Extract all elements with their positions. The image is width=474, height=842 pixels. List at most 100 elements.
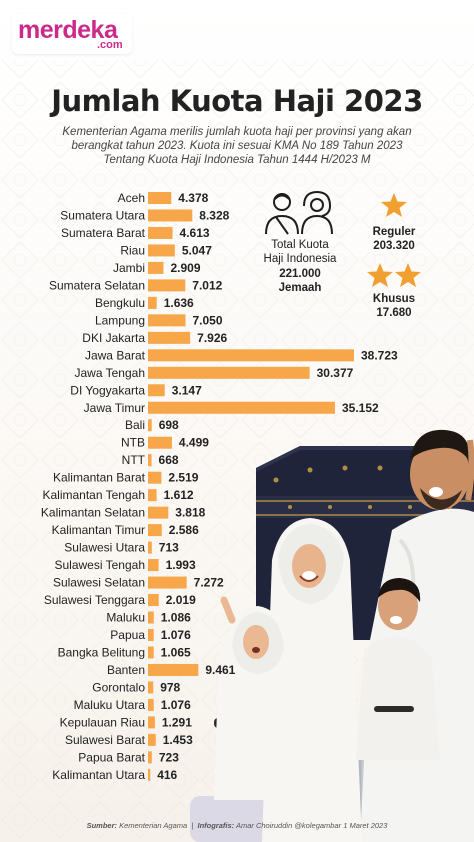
category-label-ntb: NTB [121, 436, 145, 450]
khusus-label: Khusus [372, 293, 416, 305]
category-label-sumatera-selatan: Sumatera Selatan [49, 278, 145, 292]
infografis-text: Amar Choiruddin @kolegambar 1 Maret 2023 [234, 821, 388, 830]
logo-domain: .com [97, 39, 123, 51]
bar-sumatera-utara [148, 209, 193, 222]
category-label-papua-barat: Papua Barat [78, 750, 145, 764]
infografis-label: Infografis: [197, 821, 235, 830]
value-label-banten: 9.461 [205, 663, 235, 677]
bar-papua-barat [148, 751, 152, 764]
value-label-maluku-utara: 1.076 [161, 698, 191, 712]
reguler-quota: Reguler 203.320 [350, 225, 438, 253]
reguler-value: 203.320 [373, 240, 415, 252]
bar-kepulauan-riau [148, 716, 155, 729]
khusus-value: 17.680 [376, 307, 412, 319]
total-value: 221.000 [279, 268, 321, 280]
bar-jawa-barat [148, 349, 354, 362]
value-label-sulawesi-barat: 1.453 [163, 733, 193, 747]
bar-aceh [148, 192, 172, 204]
bar-sulawesi-tenggara [148, 594, 159, 607]
total-quota: Total Kuota Haji Indonesia 221.000 Jemaa… [240, 238, 360, 295]
category-label-sumatera-barat: Sumatera Barat [61, 226, 146, 240]
bar-di-yogyakarta [148, 384, 165, 397]
category-label-ntt: NTT [122, 453, 146, 467]
category-label-jawa-tengah: Jawa Tengah [75, 366, 146, 380]
value-label-lampung: 7.050 [193, 313, 223, 327]
value-label-dki-jakarta: 7.926 [197, 331, 227, 345]
category-label-maluku-utara: Maluku Utara [74, 698, 146, 712]
bar-sumatera-barat [148, 226, 173, 239]
subtitle-line-1: Kementerian Agama merilis jumlah kuota h… [62, 126, 412, 138]
category-label-kalimantan-tengah: Kalimantan Tengah [42, 488, 145, 502]
page-title: Jumlah Kuota Haji 2023 [51, 84, 423, 118]
value-label-ntb: 4.499 [179, 436, 209, 450]
boy-figure [356, 578, 440, 760]
value-label-jawa-timur: 35.152 [342, 401, 379, 415]
value-label-jawa-barat: 38.723 [361, 348, 398, 362]
source-text: Kementerian Agama [117, 821, 188, 830]
category-label-papua: Papua [110, 628, 145, 642]
category-label-kepulauan-riau: Kepulauan Riau [60, 715, 145, 729]
girl-figure [214, 596, 300, 800]
category-label-jawa-timur: Jawa Timur [84, 401, 145, 415]
subtitle-line-3: Tentang Kuota Haji Indonesia Tahun 1444 … [103, 154, 371, 166]
bar-riau [148, 244, 175, 257]
category-label-kalimantan-utara: Kalimantan Utara [52, 768, 145, 782]
category-label-bali: Bali [125, 418, 145, 432]
value-label-kepulauan-riau: 1.291 [162, 715, 192, 729]
value-label-di-yogyakarta: 3.147 [172, 383, 202, 397]
category-label-kalimantan-timur: Kalimantan Timur [52, 523, 145, 537]
value-label-papua-barat: 723 [159, 750, 179, 764]
female-pilgrim-icon [301, 190, 333, 235]
bar-kalimantan-utara [148, 768, 151, 781]
male-pilgrim-icon [265, 193, 299, 235]
bar-banten [148, 663, 199, 676]
category-label-sulawesi-barat: Sulawesi Barat [65, 733, 146, 747]
value-label-sumatera-utara: 8.328 [199, 208, 229, 222]
bar-sulawesi-selatan [148, 576, 187, 589]
merdeka-logo[interactable]: merdeka .com [12, 14, 132, 54]
value-label-gorontalo: 978 [160, 680, 180, 694]
category-label-riau: Riau [120, 243, 145, 257]
bar-jawa-timur [148, 401, 336, 414]
category-label-dki-jakarta: DKI Jakarta [82, 331, 145, 345]
category-label-sulawesi-tenggara: Sulawesi Tenggara [44, 593, 146, 607]
bar-jawa-tengah [148, 366, 310, 379]
bar-sulawesi-barat [148, 733, 156, 746]
bar-papua [148, 629, 154, 641]
bar-gorontalo [148, 681, 154, 694]
bar-kalimantan-tengah [148, 489, 157, 502]
reguler-label: Reguler [372, 226, 416, 238]
subtitle-line-2: berangkat tahun 2023. Kuota ini sesuai K… [71, 140, 403, 152]
value-label-bengkulu: 1.636 [164, 296, 194, 310]
total-label-line-2: Haji Indonesia [263, 253, 337, 265]
value-label-aceh: 4.378 [178, 191, 208, 205]
value-label-sulawesi-tenggara: 2.019 [166, 593, 196, 607]
bar-bengkulu [148, 296, 157, 309]
value-label-sulawesi-selatan: 7.272 [194, 576, 224, 590]
value-label-ntt: 668 [159, 453, 179, 467]
subtitle: Kementerian Agama merilis jumlah kuota h… [30, 125, 444, 167]
star-icon [381, 193, 407, 217]
category-label-bangka-belitung: Bangka Belitung [58, 645, 145, 659]
category-label-banten: Banten [107, 663, 145, 677]
source-credit: Sumber: Kementerian Agama | Infografis: … [86, 821, 388, 830]
source-label: Sumber: [86, 821, 117, 830]
category-label-maluku: Maluku [106, 611, 145, 625]
bar-dki-jakarta [148, 331, 191, 344]
bar-sulawesi-utara [148, 541, 152, 554]
category-label-di-yogyakarta: DI Yogyakarta [70, 383, 145, 397]
bar-kalimantan-timur [148, 524, 162, 537]
bar-sulawesi-tengah [148, 559, 159, 572]
value-label-kalimantan-utara: 416 [157, 768, 177, 782]
bar-kalimantan-selatan [148, 506, 169, 519]
category-label-lampung: Lampung [95, 313, 145, 327]
category-label-sumatera-utara: Sumatera Utara [60, 208, 145, 222]
category-label-aceh: Aceh [118, 191, 145, 205]
value-label-bali: 698 [159, 418, 179, 432]
value-label-kalimantan-selatan: 3.818 [175, 506, 205, 520]
total-label-line-1: Total Kuota [271, 239, 329, 251]
double-star-icon [367, 263, 421, 287]
bar-maluku-utara [148, 698, 154, 711]
